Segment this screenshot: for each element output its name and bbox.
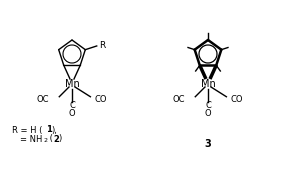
- Text: O: O: [69, 109, 75, 117]
- Text: CO: CO: [94, 95, 107, 104]
- Text: ): ): [58, 135, 61, 143]
- Text: O: O: [205, 109, 211, 117]
- Text: Mn: Mn: [201, 79, 215, 89]
- Text: ),: ),: [51, 126, 57, 135]
- Text: 2: 2: [53, 135, 59, 143]
- Text: 3: 3: [205, 139, 212, 149]
- Text: OC: OC: [173, 95, 186, 104]
- Text: C: C: [205, 101, 211, 110]
- Text: 2: 2: [43, 138, 47, 143]
- Text: R: R: [100, 41, 106, 50]
- Text: OC: OC: [37, 95, 49, 104]
- Text: (: (: [47, 135, 53, 143]
- Text: 1: 1: [46, 126, 52, 135]
- Text: C: C: [69, 101, 75, 110]
- Text: Mn: Mn: [65, 79, 79, 89]
- Text: CO: CO: [231, 95, 243, 104]
- Text: R = H (: R = H (: [12, 126, 42, 135]
- Text: = NH: = NH: [20, 135, 42, 143]
